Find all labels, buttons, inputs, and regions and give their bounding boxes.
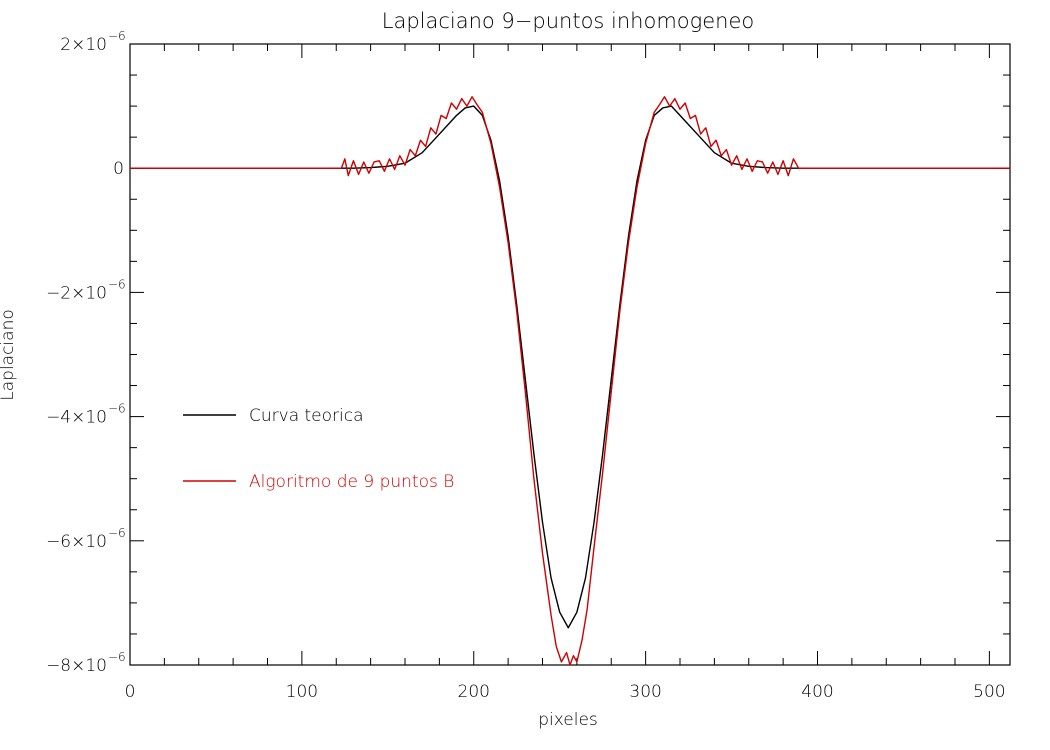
- series-line-algoritmo: [130, 96, 1010, 666]
- x-tick-label: 400: [801, 682, 833, 702]
- x-tick-labels: 0 100 200 300 400 500: [125, 682, 1006, 702]
- y-tick-label: −6×10: [46, 532, 107, 552]
- x-tick-label: 200: [458, 682, 490, 702]
- y-axis-label: Laplaciano: [0, 309, 18, 400]
- x-axis-label: pixeles: [538, 710, 598, 730]
- y-tick-label: 2×10: [60, 35, 107, 55]
- legend-label-teorica: Curva teorica: [249, 406, 364, 426]
- y-tick-label: −4×10: [46, 408, 107, 428]
- chart-title: Laplaciano 9−puntos inhomogeneo: [382, 9, 755, 33]
- x-tick-label: 0: [125, 682, 136, 702]
- series-lines: [130, 96, 1010, 666]
- y-tick-exponent: −6: [108, 402, 126, 416]
- series-line-teorica: [130, 105, 1010, 629]
- legend-label-algoritmo: Algoritmo de 9 puntos B: [249, 472, 454, 492]
- x-tick-label: 500: [973, 682, 1005, 702]
- y-tick-exponent: −6: [108, 277, 126, 291]
- x-tick-label: 300: [629, 682, 661, 702]
- axis-ticks: [129, 43, 1010, 666]
- y-tick-exponent: −6: [108, 526, 126, 540]
- y-tick-label: 0: [113, 159, 124, 179]
- x-tick-label: 100: [286, 682, 318, 702]
- y-tick-exponent: −6: [108, 650, 126, 664]
- y-tick-labels: 2×10 −60−2×10 −6−4×10 −6−6×10 −6−8×10 −6: [46, 29, 126, 676]
- y-tick-label: −8×10: [46, 656, 107, 676]
- y-tick-label: −2×10: [46, 283, 107, 303]
- y-tick-exponent: −6: [108, 29, 126, 43]
- legend: Curva teorica Algoritmo de 9 puntos B: [183, 406, 454, 492]
- plot-frame: [129, 43, 1011, 666]
